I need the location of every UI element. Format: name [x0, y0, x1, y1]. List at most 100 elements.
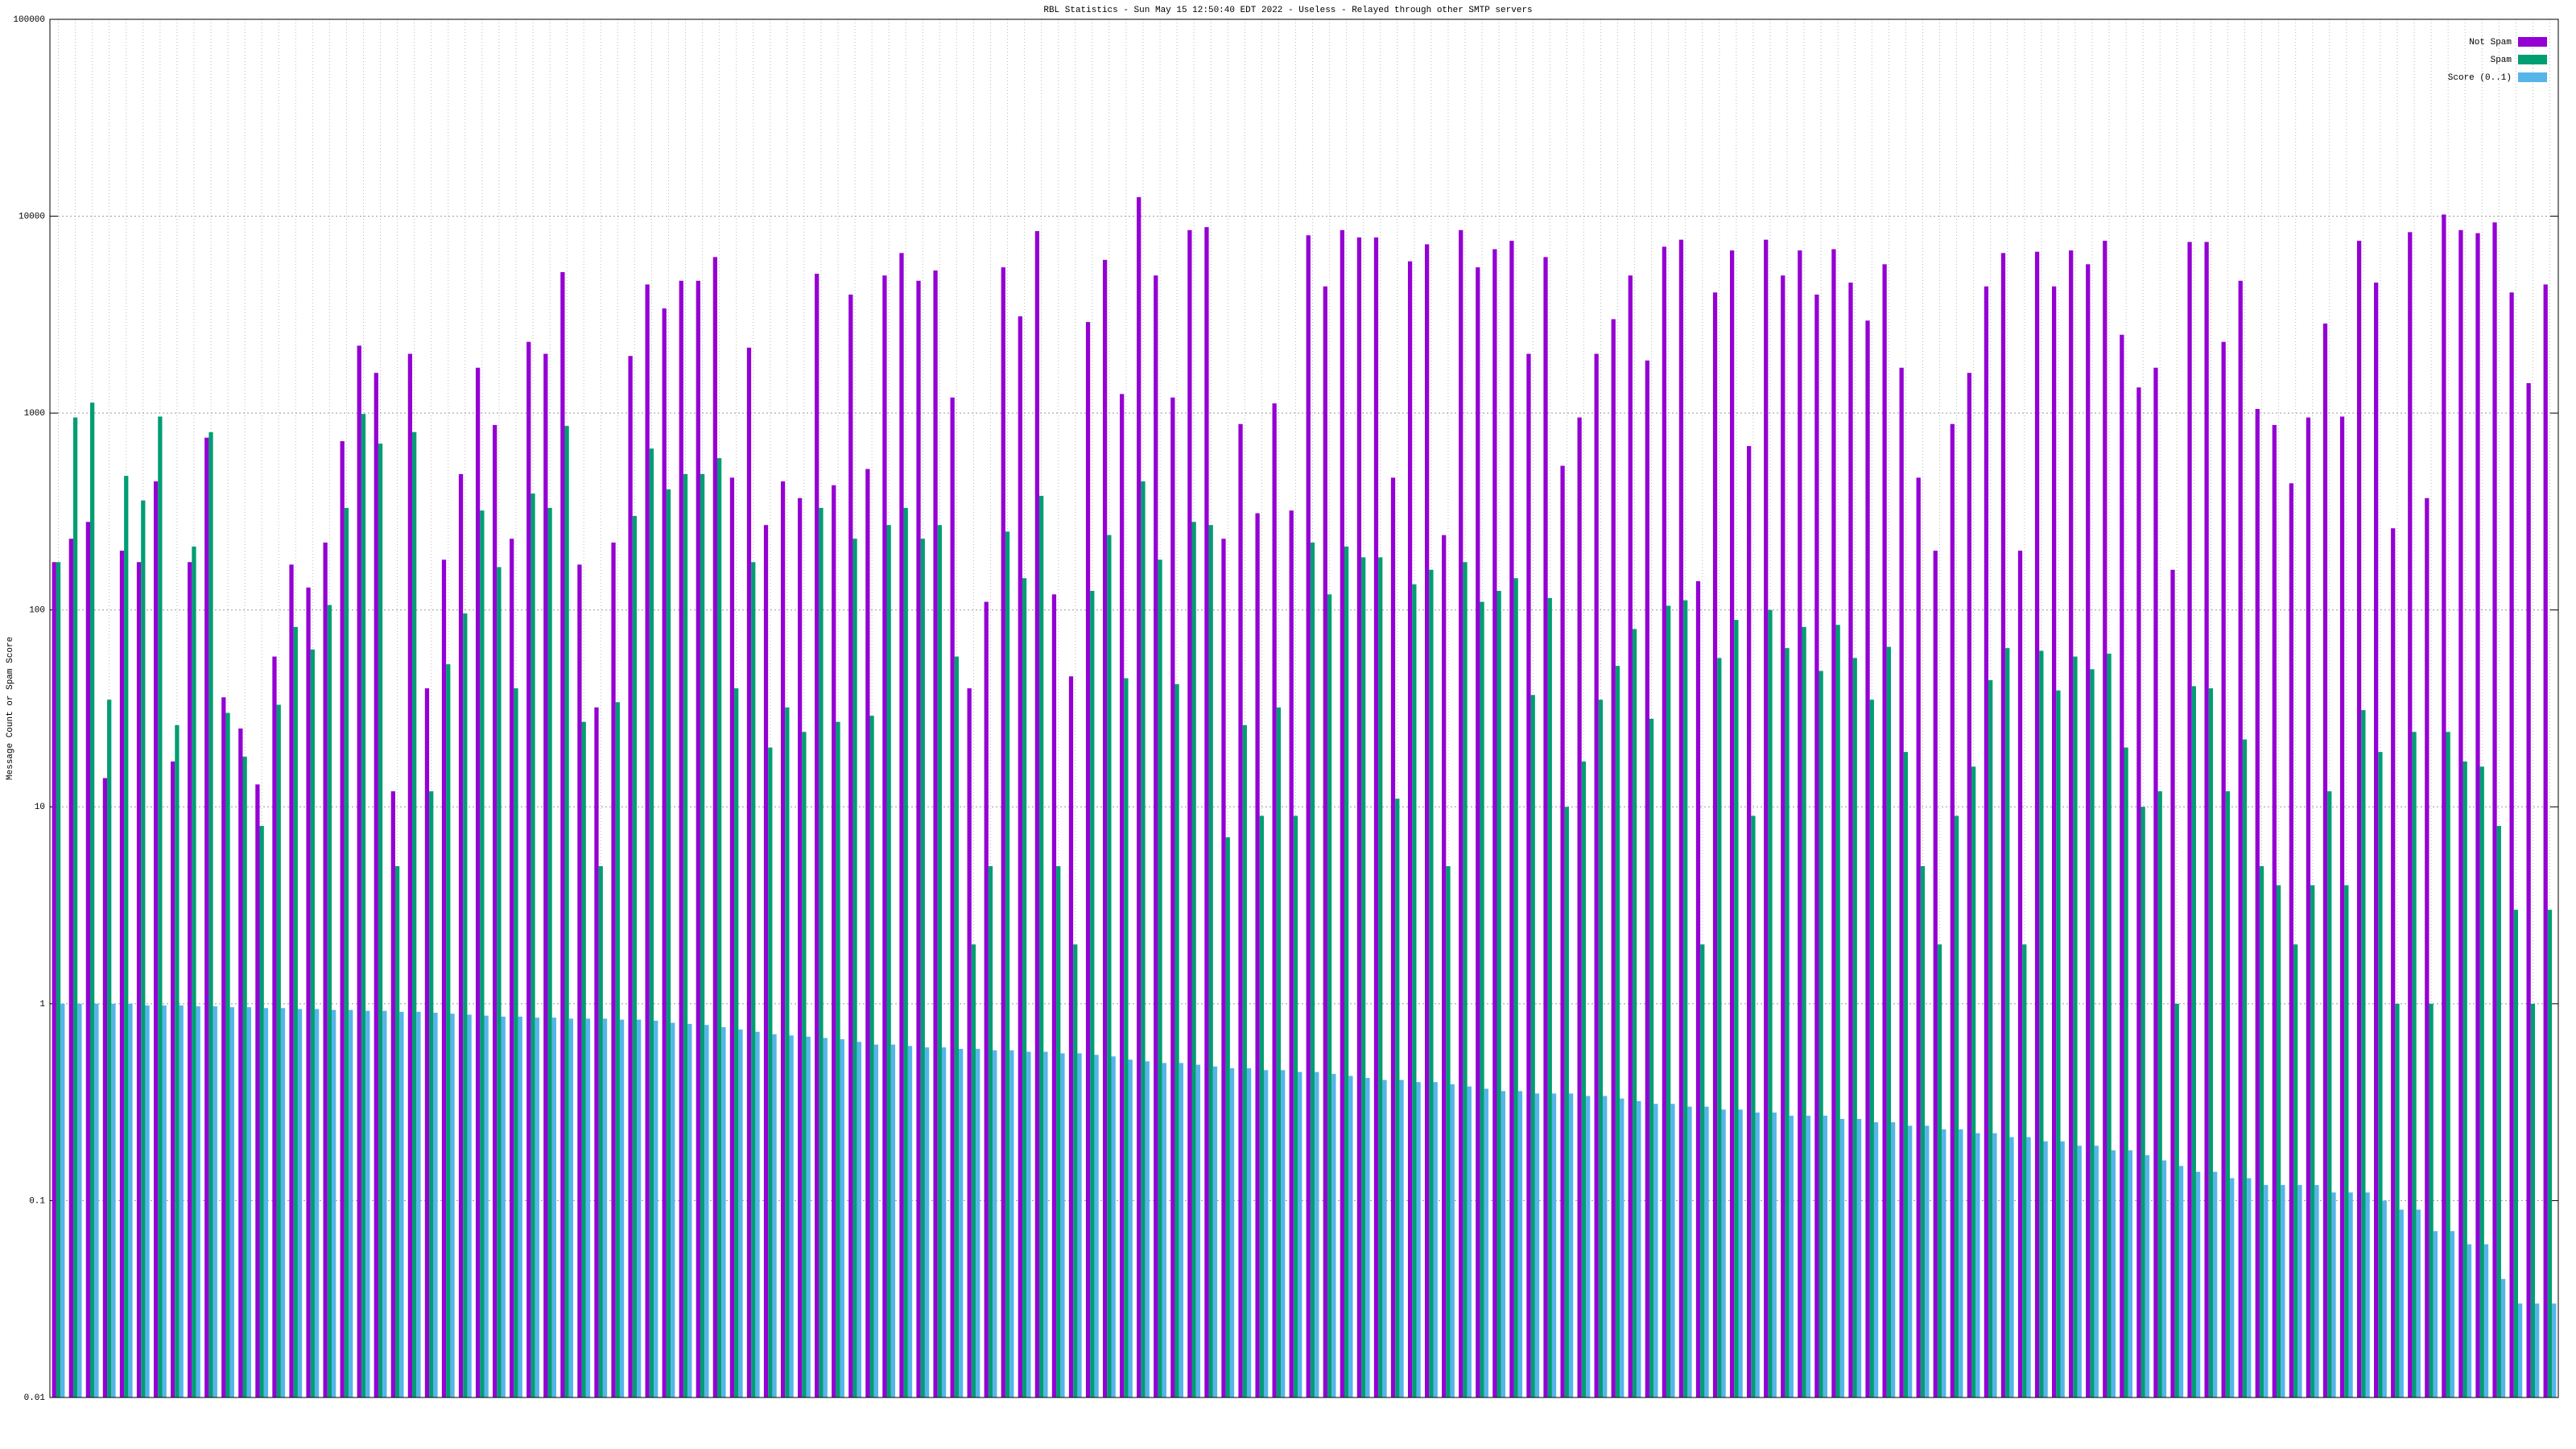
bar: [293, 626, 298, 1397]
bar: [1513, 578, 1518, 1397]
bar: [399, 1011, 404, 1397]
bar: [950, 397, 955, 1398]
bar: [2077, 1146, 2082, 1397]
bar: [687, 1023, 692, 1397]
bar: [1942, 1129, 1946, 1397]
bar: [1611, 319, 1616, 1397]
bar: [225, 712, 230, 1397]
bar: [145, 1005, 150, 1397]
bar: [327, 605, 332, 1397]
bar: [1060, 1053, 1065, 1397]
bar: [721, 1027, 726, 1397]
bar: [407, 353, 413, 1397]
bar: [246, 1007, 252, 1397]
bar: [636, 1019, 642, 1397]
bar: [971, 944, 976, 1397]
bar: [1442, 535, 1447, 1397]
bar: [1331, 1074, 1336, 1397]
bar: [2272, 424, 2277, 1397]
bar: [344, 507, 349, 1397]
bar: [2442, 214, 2446, 1398]
bar: [1530, 695, 1535, 1397]
bar: [1090, 591, 1095, 1397]
bar: [1315, 1071, 1319, 1397]
bar: [1348, 1075, 1353, 1397]
bar: [615, 702, 620, 1397]
bar: [547, 507, 552, 1397]
bar: [869, 716, 874, 1397]
bar: [2382, 1200, 2387, 1397]
bar: [598, 865, 603, 1397]
bar: [1259, 815, 1264, 1397]
bar: [1246, 1068, 1252, 1397]
bar: [1755, 1113, 1760, 1397]
bar: [221, 697, 226, 1397]
bar: [1700, 944, 1705, 1397]
bar: [2391, 528, 2396, 1397]
bar: [1429, 569, 1434, 1397]
bar: [1221, 539, 1226, 1397]
bar: [192, 546, 196, 1397]
bar: [1975, 1133, 1980, 1397]
bar: [1412, 584, 1417, 1397]
bar: [2052, 286, 2057, 1397]
bar: [1620, 1098, 1624, 1397]
bar: [2039, 650, 2044, 1397]
bar: [416, 1011, 421, 1397]
bar: [967, 688, 972, 1397]
bar: [1781, 275, 1785, 1397]
bar: [1814, 294, 1819, 1397]
bar: [361, 414, 366, 1397]
bar: [1683, 600, 1688, 1397]
legend-swatch: [2518, 72, 2547, 82]
bar: [136, 562, 142, 1397]
bar: [882, 275, 887, 1397]
bar: [1191, 522, 1196, 1397]
bar: [628, 356, 633, 1397]
bar: [1933, 551, 1938, 1397]
bar: [1501, 1091, 1506, 1397]
bar: [2446, 732, 2450, 1397]
bar: [755, 1031, 760, 1397]
bar: [2331, 1192, 2336, 1397]
bar: [848, 294, 853, 1397]
bar: [1687, 1106, 1692, 1397]
bar: [2221, 341, 2226, 1397]
bar: [632, 516, 637, 1397]
bar: [1785, 648, 1790, 1397]
bar: [306, 587, 311, 1397]
bar: [581, 721, 586, 1397]
bar: [2395, 1003, 2400, 1397]
bar: [390, 791, 395, 1397]
bar: [2174, 1003, 2179, 1397]
bar: [1615, 666, 1620, 1397]
bar: [1340, 229, 1345, 1398]
bar: [1416, 1082, 1421, 1397]
bar: [2242, 739, 2248, 1397]
bar: [924, 1047, 930, 1397]
bar: [1141, 481, 1146, 1397]
y-tick-label: 100: [29, 606, 45, 616]
bar: [585, 1018, 591, 1397]
bar: [1026, 1051, 1031, 1397]
bar: [1229, 1068, 1235, 1397]
bar: [1751, 815, 1756, 1397]
bar: [763, 525, 769, 1397]
bar: [1450, 1084, 1455, 1397]
bar: [1908, 1125, 1913, 1397]
bar: [886, 525, 891, 1397]
bar: [1594, 353, 1599, 1397]
bar: [1356, 237, 1362, 1397]
bar: [933, 270, 938, 1398]
bar: [1137, 196, 1141, 1398]
bar: [2281, 1185, 2285, 1397]
bar: [683, 473, 688, 1397]
bar: [564, 426, 569, 1398]
bar: [2187, 242, 2192, 1398]
bar: [920, 539, 925, 1397]
bar: [2111, 1150, 2116, 1397]
bar: [60, 1003, 65, 1397]
bar: [2378, 752, 2383, 1397]
bar: [2264, 1185, 2268, 1397]
